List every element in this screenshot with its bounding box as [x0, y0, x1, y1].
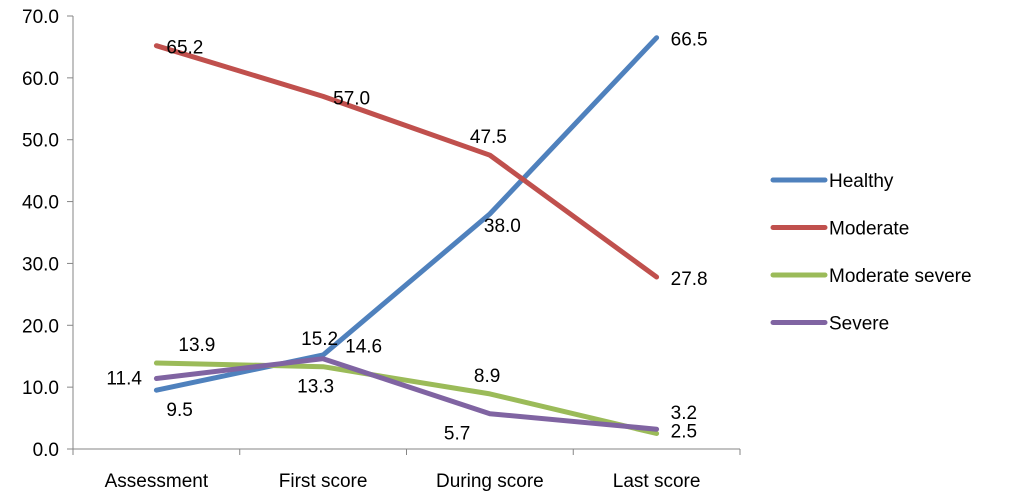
data-label: 13.9	[178, 335, 215, 356]
data-label: 11.4	[106, 368, 142, 389]
data-label: 65.2	[166, 38, 203, 59]
data-label: 8.9	[474, 366, 500, 387]
data-label: 3.2	[671, 403, 697, 424]
y-tick-label: 70.0	[22, 7, 59, 28]
series-line-severe	[153, 356, 660, 432]
legend-label: Moderate	[829, 219, 909, 240]
y-tick-label: 60.0	[22, 69, 59, 90]
data-label: 38.0	[484, 216, 521, 237]
series-line-moderate-severe	[153, 360, 660, 436]
data-label: 15.2	[301, 329, 338, 350]
y-tick-label: 30.0	[22, 254, 59, 275]
data-label: 47.5	[470, 127, 507, 148]
x-tick-label: Assessment	[105, 471, 209, 492]
data-label: 27.8	[671, 269, 708, 290]
x-tick-label: Last score	[613, 471, 701, 492]
legend: Healthy Moderate Moderate severe Severe	[770, 171, 972, 335]
y-tick-label: 10.0	[22, 378, 59, 399]
legend-label: Severe	[829, 314, 889, 335]
y-tick-label: 20.0	[22, 316, 59, 337]
y-tick-label: 40.0	[22, 193, 59, 214]
x-tick-label: First score	[279, 471, 368, 492]
x-tick-label: During score	[436, 471, 544, 492]
data-label: 57.0	[333, 88, 370, 109]
data-label: 13.3	[297, 377, 334, 398]
data-labels: 9.5 15.2 38.0 66.5 65.2 57.0 47.5 27.8 13.9 13.3 8…	[106, 30, 707, 445]
series-line-moderate	[153, 43, 660, 280]
legend-label: Moderate severe	[829, 266, 972, 287]
series-line-healthy	[153, 35, 660, 393]
axes: 0.0 10.0 20.0 30.0 40.0 50.0 60.0 70.0 Assessmen…	[22, 7, 741, 492]
data-label: 66.5	[671, 30, 708, 51]
data-label: 14.6	[345, 337, 382, 358]
data-label: 9.5	[166, 400, 192, 421]
data-label: 2.5	[671, 422, 697, 443]
y-tick-label: 50.0	[22, 131, 59, 152]
legend-label: Healthy	[829, 171, 894, 192]
y-tick-label: 0.0	[33, 440, 59, 461]
data-label: 5.7	[444, 424, 470, 445]
series-lines	[153, 35, 660, 436]
